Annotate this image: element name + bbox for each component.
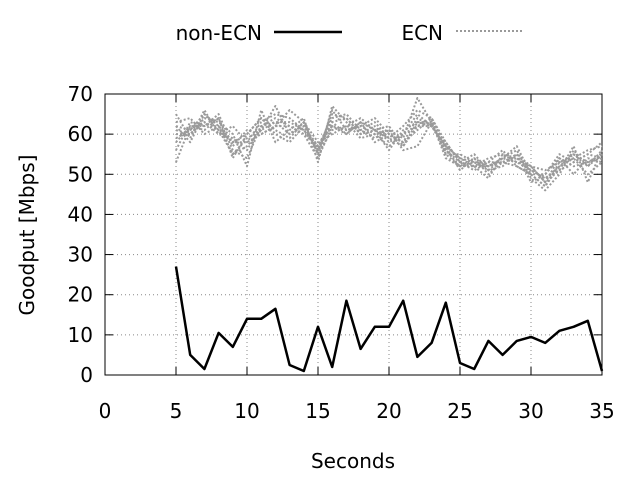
series-line-ecn-5 <box>175 109 603 192</box>
y-tick-label: 0 <box>80 363 93 387</box>
legend: non-ECN ECN <box>176 21 524 45</box>
series-line-ecn-6 <box>175 105 603 184</box>
x-tick-label: 10 <box>234 399 259 423</box>
series-layer <box>174 97 604 373</box>
legend-label-non-ecn: non-ECN <box>176 21 262 45</box>
x-tick-label: 5 <box>170 399 183 423</box>
x-tick-label: 25 <box>447 399 472 423</box>
x-tick-label: 15 <box>305 399 330 423</box>
y-tick-label: 40 <box>68 202 93 226</box>
series-line-ecn-2 <box>175 113 603 180</box>
x-tick-label: 20 <box>376 399 401 423</box>
y-tick-label: 30 <box>68 243 93 267</box>
y-tick-label: 50 <box>68 162 93 186</box>
y-tick-label: 70 <box>68 82 93 106</box>
grid-lines <box>105 94 602 375</box>
y-axis-label: Goodput [Mbps] <box>15 155 39 316</box>
legend-label-ecn: ECN <box>401 21 443 45</box>
x-tick-label: 0 <box>99 399 112 423</box>
series-line-ecn-8 <box>175 113 603 176</box>
y-tick-label: 60 <box>68 122 93 146</box>
y-tick-label: 20 <box>68 283 93 307</box>
series-line-ecn-7 <box>175 105 603 184</box>
x-axis-label: Seconds <box>311 449 395 473</box>
x-tick-label: 35 <box>589 399 614 423</box>
series-line-ecn-10 <box>175 113 603 172</box>
series-line-non-ecn <box>174 266 604 373</box>
plot-frame <box>104 93 603 376</box>
y-tick-label: 10 <box>68 323 93 347</box>
x-tick-label: 30 <box>518 399 543 423</box>
axis-ticks: 0 10 20 30 40 50 60 70 0 5 10 15 20 25 30 35 <box>68 82 615 423</box>
